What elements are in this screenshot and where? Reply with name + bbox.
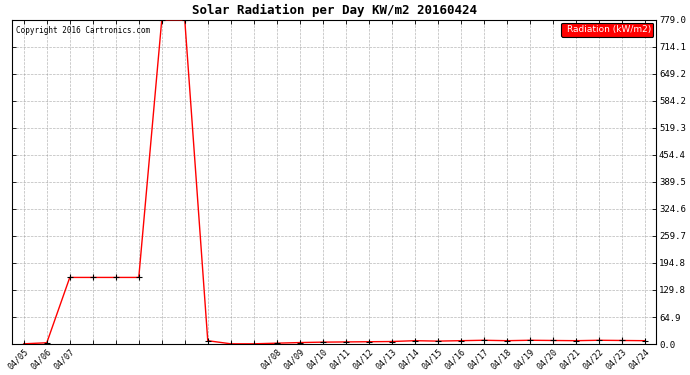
Text: Copyright 2016 Cartronics.com: Copyright 2016 Cartronics.com [15, 26, 150, 35]
Title: Solar Radiation per Day KW/m2 20160424: Solar Radiation per Day KW/m2 20160424 [192, 4, 477, 17]
Legend: Radiation (kW/m2): Radiation (kW/m2) [561, 22, 653, 37]
